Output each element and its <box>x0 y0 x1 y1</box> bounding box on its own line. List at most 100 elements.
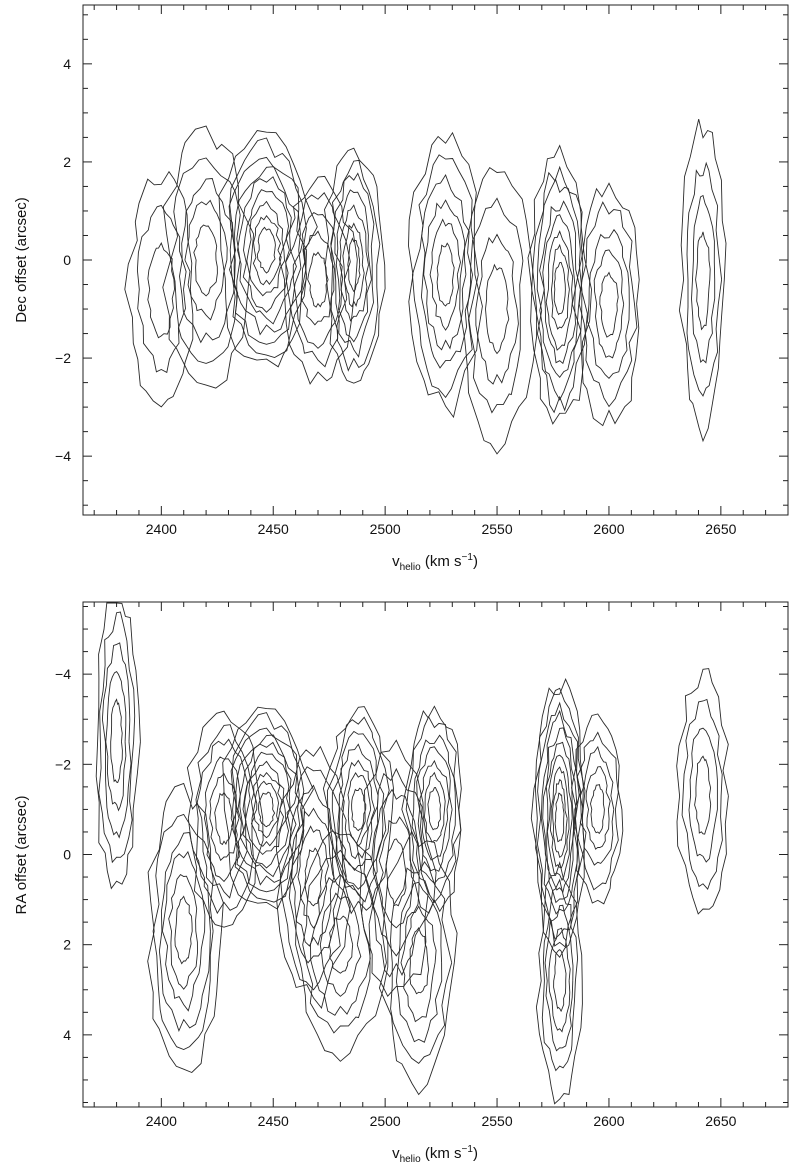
contour-line <box>196 738 249 899</box>
x-tick-label: 2550 <box>481 521 512 537</box>
contour-line <box>436 242 455 307</box>
contour-line <box>599 271 619 338</box>
contour-line <box>341 759 376 860</box>
contour-line <box>400 905 437 1023</box>
x-tick-label: 2650 <box>705 1113 736 1129</box>
contour-line <box>168 874 198 990</box>
contour-line <box>536 178 583 401</box>
contour-line <box>285 192 351 368</box>
contour-line <box>276 745 351 1009</box>
contour-line <box>304 847 323 907</box>
contour-line <box>124 170 194 408</box>
contour-line <box>419 759 450 861</box>
y-tick-label: 2 <box>63 154 71 170</box>
top-y-axis-label: Dec offset (arcsec) <box>13 197 30 323</box>
contour-line <box>307 251 329 308</box>
contour-line <box>548 927 571 1033</box>
y-tick-label: 0 <box>63 252 71 268</box>
x-tick-label: 2500 <box>370 521 401 537</box>
contour-line <box>98 611 136 864</box>
contour-line <box>136 204 187 374</box>
contour-line <box>342 222 365 308</box>
x-tick-label: 2650 <box>705 521 736 537</box>
contour-line <box>252 215 282 286</box>
contour-line <box>551 243 570 330</box>
x-tick-label: 2550 <box>481 1113 512 1129</box>
contour-line <box>363 767 429 978</box>
contour-line <box>231 712 305 903</box>
contour-line <box>222 706 314 910</box>
contour-line <box>676 668 729 915</box>
contour-line <box>546 754 573 882</box>
contour-line <box>544 904 574 1052</box>
contour-line <box>429 218 461 331</box>
contour-line <box>302 849 374 1034</box>
contour-line <box>378 816 415 929</box>
y-tick-label: −4 <box>55 448 71 464</box>
y-tick-label: −2 <box>55 350 71 366</box>
contour-line <box>390 860 453 1065</box>
contour-line <box>545 230 574 351</box>
contour-line <box>218 130 318 368</box>
contour-line <box>339 204 369 322</box>
contour-line <box>161 850 206 1012</box>
contour-line <box>691 194 716 364</box>
contour-line <box>228 156 308 345</box>
contour-line <box>331 730 385 890</box>
contour-line <box>319 892 362 997</box>
x-tick-label: 2400 <box>146 521 177 537</box>
contour-line <box>295 830 389 1062</box>
contour-line <box>229 137 307 358</box>
contour-line <box>553 949 567 1013</box>
contour-line <box>688 727 718 863</box>
contour-line <box>590 784 605 835</box>
contour-line <box>542 727 578 904</box>
contour-line <box>678 118 727 443</box>
contour-line <box>542 214 576 365</box>
contour-line <box>535 861 583 1105</box>
contour-line <box>214 791 234 846</box>
bottom-contour-panel: 2400 2450 2500 2550 2600 2650 −4 −2 0 2 4 vhelio … <box>13 601 789 1164</box>
contour-line <box>193 224 218 297</box>
contour-line <box>326 716 390 903</box>
x-tick-label: 2600 <box>593 521 624 537</box>
contour-line <box>356 739 437 997</box>
contour-line <box>408 131 483 419</box>
y-tick-label: 0 <box>63 847 71 863</box>
contour-line <box>234 734 301 886</box>
contour-line <box>246 200 285 297</box>
contour-line <box>554 792 565 843</box>
contour-line <box>186 710 264 928</box>
contour-line <box>545 741 574 894</box>
contour-line <box>250 771 284 847</box>
top-y-ticks: 4 2 0 −2 −4 <box>55 14 788 506</box>
contour-line <box>475 233 519 385</box>
contour-line <box>549 766 570 869</box>
contour-line <box>420 173 473 369</box>
contour-line <box>195 724 257 915</box>
contour-line <box>531 165 588 414</box>
contour-line <box>530 678 585 958</box>
contour-line <box>427 786 441 831</box>
contour-line <box>242 751 291 869</box>
contour-line <box>237 741 297 878</box>
bottom-x-axis-label: vhelio (km s−1) <box>392 1144 478 1164</box>
contour-line <box>579 745 615 866</box>
contour-line <box>552 778 568 859</box>
contour-line <box>279 766 347 991</box>
contour-line <box>337 743 379 872</box>
top-x-ticks: 2400 2450 2500 2550 2600 2650 <box>93 5 789 537</box>
x-tick-label: 2500 <box>370 1113 401 1129</box>
contour-line <box>540 709 580 915</box>
contour-line <box>459 166 538 455</box>
contour-line <box>244 760 287 856</box>
contour-line <box>686 161 723 397</box>
contour-line <box>571 182 640 427</box>
contour-line <box>237 176 297 325</box>
top-contour-lines <box>124 118 727 455</box>
contour-line <box>587 228 630 379</box>
contour-line <box>110 698 123 784</box>
contour-line <box>585 766 611 850</box>
contour-line <box>278 175 358 385</box>
